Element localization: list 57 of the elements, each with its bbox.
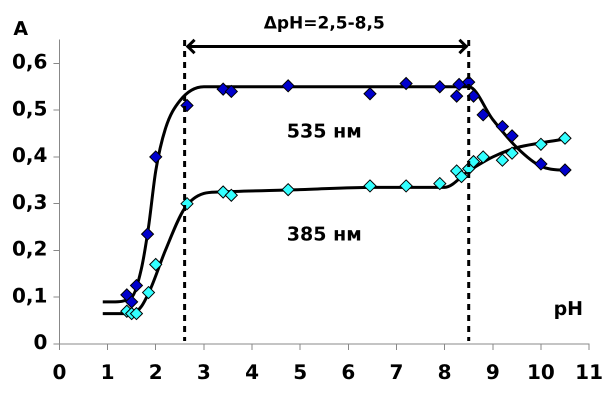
point	[364, 87, 376, 100]
point	[149, 258, 162, 271]
point	[450, 90, 464, 103]
point	[534, 138, 548, 151]
x-tick-label: 4	[245, 360, 259, 384]
point	[149, 150, 162, 164]
x-tick-label: 5	[293, 360, 308, 384]
y-tick-label: 0,1	[12, 283, 48, 308]
point	[364, 179, 376, 192]
point	[476, 108, 490, 122]
point	[400, 179, 413, 192]
point	[216, 186, 230, 198]
point	[454, 170, 468, 184]
point	[433, 80, 446, 94]
point	[534, 157, 548, 170]
x-tick-label: 3	[196, 360, 211, 384]
x-tick-label: 1	[100, 360, 115, 384]
point	[558, 132, 572, 145]
y-tick-label: 0,3	[12, 190, 48, 214]
point	[224, 84, 238, 98]
point	[224, 188, 238, 202]
x-tick-label: 9	[486, 360, 500, 384]
point	[141, 228, 154, 241]
y-axis-title: A	[13, 18, 28, 40]
x-tick-label: 6	[341, 360, 356, 384]
point	[282, 79, 295, 92]
point	[476, 150, 490, 164]
point	[130, 279, 143, 292]
x-axis-title: pH	[554, 298, 584, 320]
x-tick-label: 2	[148, 360, 163, 384]
y-tick-label: 0,4	[12, 143, 48, 168]
point	[452, 78, 466, 91]
point	[125, 295, 138, 308]
x-tick-label: 8	[438, 360, 452, 384]
x-tick-label: 7	[390, 360, 404, 384]
point	[433, 177, 446, 190]
point	[467, 155, 480, 168]
point	[142, 286, 156, 300]
x-tick-label: 10	[527, 360, 555, 384]
point	[282, 183, 295, 196]
y-tick-label: 0,5	[12, 96, 48, 120]
y-tick-label: 0,2	[12, 236, 48, 261]
point	[496, 154, 509, 167]
point	[130, 307, 143, 320]
y-tick-label: 0	[34, 330, 48, 354]
x-tick-label: 11	[575, 360, 604, 384]
series-label: 385 нм	[286, 224, 362, 246]
y-tick-label: 0,6	[12, 50, 48, 74]
x-tick-label: 0	[52, 360, 66, 384]
series-label: 535 нм	[286, 120, 362, 143]
point	[558, 164, 572, 177]
point	[496, 120, 509, 134]
point	[506, 146, 519, 160]
point	[467, 90, 480, 103]
point	[506, 129, 519, 142]
text: ΔpH=2,5-8,5	[264, 13, 385, 34]
point	[400, 76, 413, 90]
